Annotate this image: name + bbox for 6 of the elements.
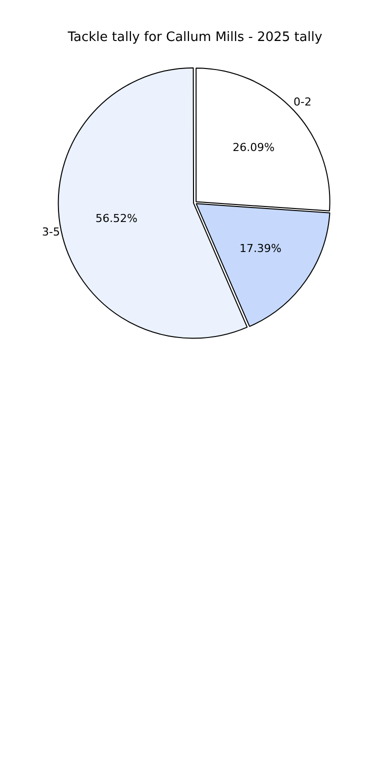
slice-label: 3-5 [42,226,60,239]
data-label: 17.39% [240,242,282,255]
data-label: 56.52% [95,212,138,225]
data-label: 26.09% [232,140,275,154]
slice-label: 0-2 [294,95,312,108]
chart-title: Tackle tally for Callum Mills - 2025 tally [66,30,323,46]
